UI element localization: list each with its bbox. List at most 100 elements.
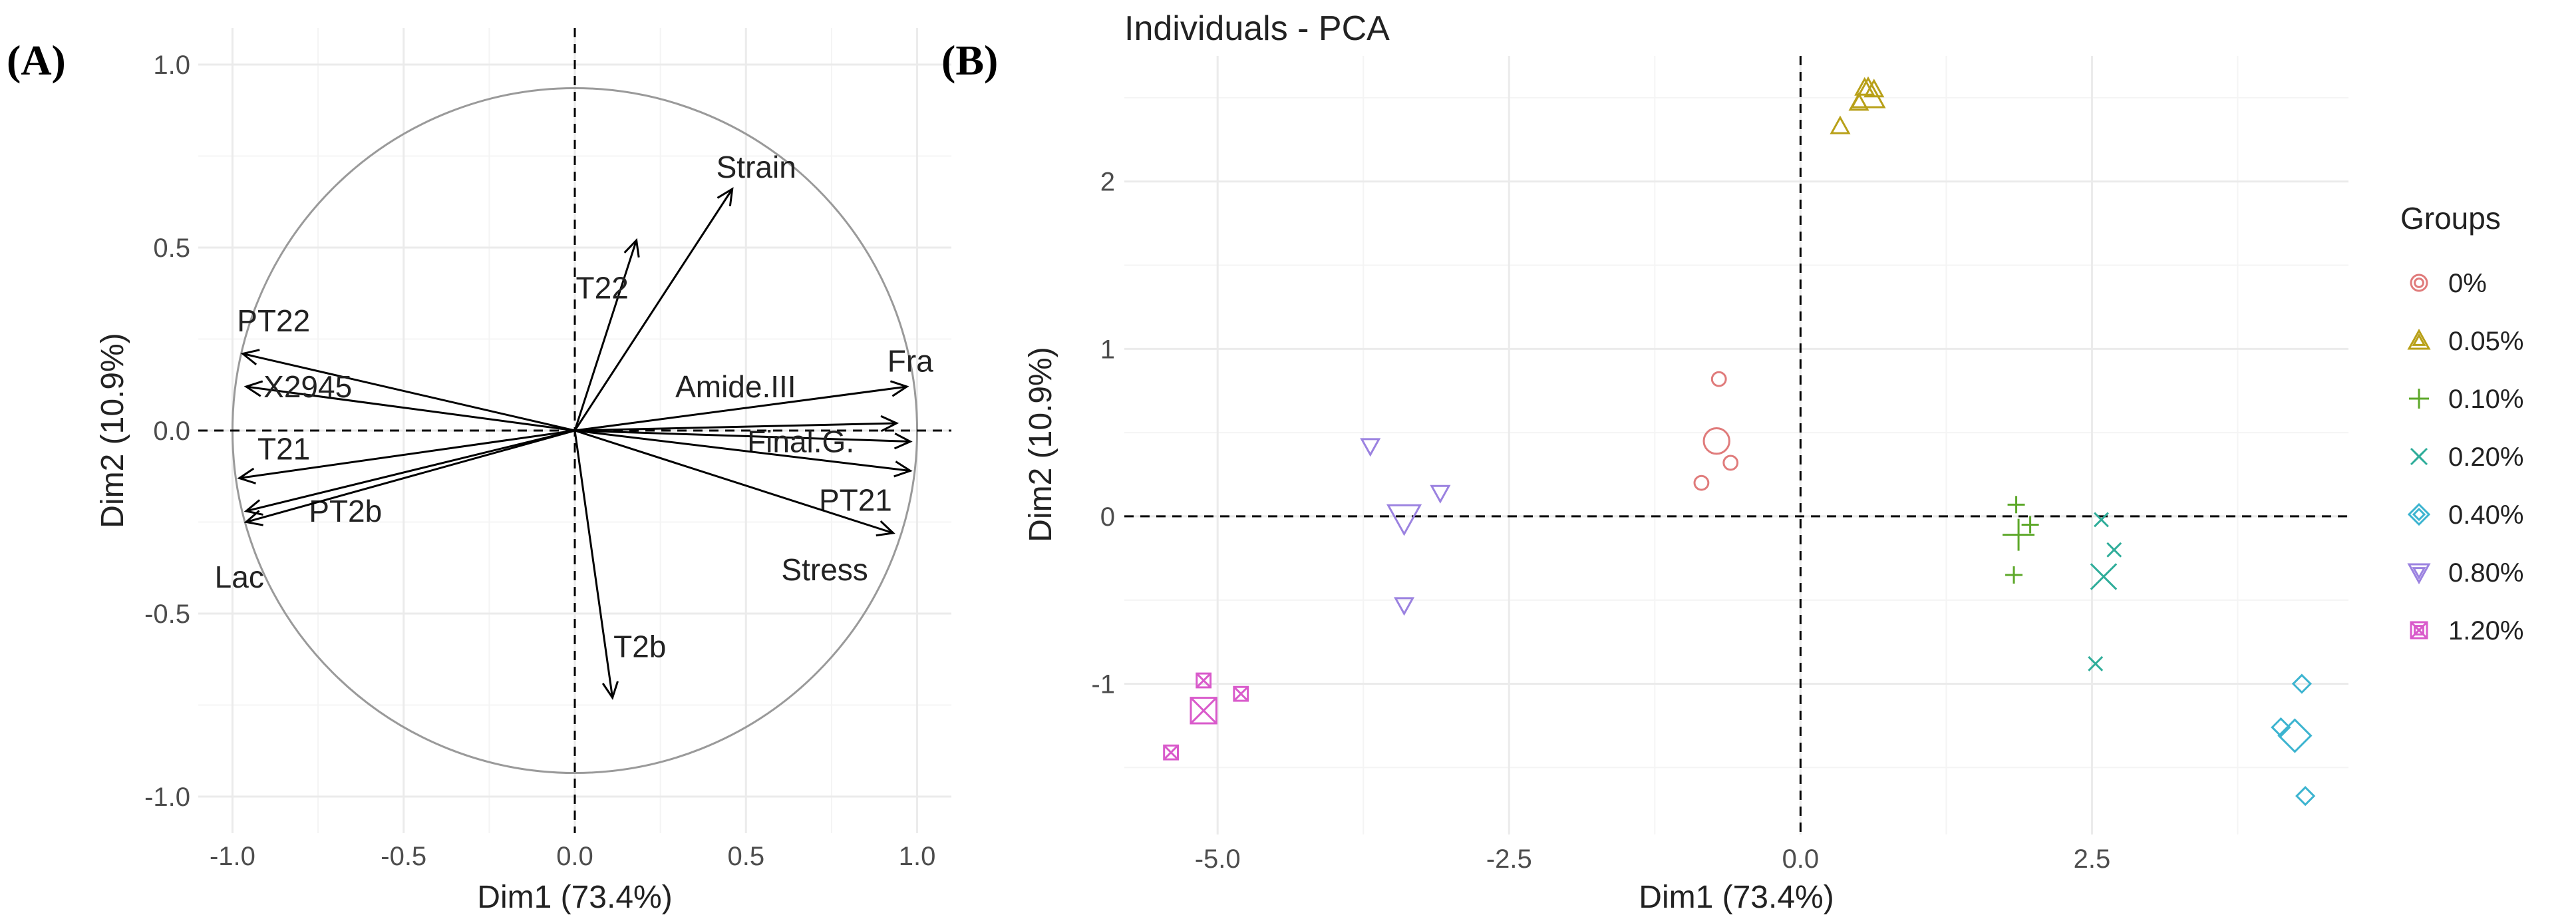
- panel-b-background: [1124, 56, 2348, 834]
- centroid-group-1-20pct: [1190, 697, 1217, 725]
- arrow-t21: [239, 429, 575, 479]
- x-tick-label: -0.5: [381, 842, 426, 871]
- y-tick-label: 0.5: [153, 234, 190, 263]
- legend-item: 1.20%: [2410, 616, 2523, 646]
- arrowhead: [237, 467, 256, 484]
- centroid-group-0-80pct: [1386, 504, 1422, 536]
- arrowhead: [880, 415, 899, 433]
- arrow-pt22: [242, 353, 575, 432]
- panel-a-x-axis-title: Dim1 (73.4%): [477, 880, 672, 915]
- y-tick-label: -1: [1091, 670, 1115, 699]
- variable-label: T2b: [613, 630, 666, 664]
- point-group-0pct: [1722, 455, 1739, 471]
- variable-label: Stress: [781, 552, 868, 587]
- legend-label: 0.10%: [2448, 385, 2523, 414]
- legend-label: 1.20%: [2448, 616, 2523, 646]
- point-group-0-40pct: [2291, 673, 2313, 694]
- point-group-0-40pct: [2295, 786, 2316, 807]
- arrowhead: [243, 510, 263, 526]
- variable-arrows: StrainT22FraAmide.IIIFinal.G.PT21StressT…: [215, 150, 933, 700]
- y-tick-label: 2: [1100, 168, 1115, 197]
- legend-key-inner-icon: [2412, 507, 2426, 522]
- y-tick-label: -0.5: [144, 600, 190, 629]
- legend-item: 0.80%: [2407, 558, 2523, 588]
- y-tick-label: 0.0: [153, 417, 190, 446]
- point-group-0-10pct: [2007, 496, 2025, 514]
- arrow-t22: [573, 240, 638, 431]
- centroid-group-0pct: [1702, 427, 1730, 455]
- variable-label: PT22: [237, 303, 310, 338]
- y-tick-label: 0: [1100, 502, 1115, 532]
- legend-item: 0.10%: [2409, 385, 2523, 414]
- variable-label: X2945: [263, 369, 352, 404]
- y-tick-label: -1.0: [144, 783, 190, 812]
- variable-label: Amide.III: [675, 369, 796, 404]
- groups-legend: Groups 0% 0.05% 0.10% 0.20% 0.40% 0.80% 1.20%: [2400, 201, 2523, 646]
- x-tick-label: -5.0: [1195, 844, 1241, 874]
- legend-key-icon: [2407, 328, 2431, 350]
- legend-key-inner-icon: [2414, 451, 2424, 462]
- variable-label: Lac: [215, 560, 264, 594]
- legend-label: 0.20%: [2448, 443, 2523, 472]
- legend-key-icon: [2410, 274, 2428, 292]
- legend-item: 0.05%: [2407, 327, 2523, 356]
- centroid-group-0-40pct: [2277, 718, 2313, 753]
- centroid-group-0-05pct: [1850, 76, 1886, 108]
- centroid-group-0-20pct: [2090, 563, 2118, 590]
- y-tick-label: 1: [1100, 335, 1115, 364]
- legend-title: Groups: [2400, 201, 2501, 236]
- panel-b-x-axis-title: Dim1 (73.4%): [1639, 880, 1834, 915]
- arrowhead: [717, 187, 734, 206]
- legend-label: 0.05%: [2448, 327, 2523, 356]
- legend-key-inner-icon: [2412, 567, 2426, 580]
- point-group-0-10pct: [2005, 566, 2023, 584]
- legend-item: 0.40%: [2407, 500, 2523, 530]
- arrow-fra: [574, 385, 907, 432]
- arrow-stress: [574, 429, 893, 534]
- arrowhead: [243, 380, 263, 397]
- arrow-pt2b: [245, 429, 575, 512]
- arrow-strain: [573, 188, 733, 431]
- legend-item: 0%: [2410, 269, 2487, 298]
- point-group-1-20pct: [1163, 744, 1179, 761]
- point-group-0-05pct: [1863, 79, 1885, 98]
- x-tick-label: 1.0: [899, 842, 936, 871]
- centroid-group-0-10pct: [2003, 518, 2035, 551]
- legend-label: 0.40%: [2448, 500, 2523, 530]
- point-group-1-20pct: [1196, 672, 1212, 689]
- arrowhead: [240, 349, 260, 365]
- panel-b-label: (B): [941, 37, 998, 84]
- point-group-0-20pct: [2088, 655, 2104, 671]
- arrowhead: [876, 520, 895, 537]
- variable-label: Fra: [887, 344, 933, 379]
- variable-label: PT2b: [309, 494, 382, 528]
- x-tick-label: 0.0: [1782, 844, 1820, 874]
- point-group-0pct: [1693, 474, 1710, 491]
- arrowhead: [601, 681, 619, 700]
- panel-a-tick-labels: -1.0 -0.5 0.0 0.5 1.0 -1.0 -0.5 0.0 0.5 1.0: [144, 51, 935, 871]
- individual-points: [1163, 76, 2316, 807]
- point-group-0-10pct: [2021, 516, 2039, 534]
- legend-key-inner-icon: [2414, 625, 2424, 636]
- point-group-0-80pct: [1430, 484, 1451, 504]
- legend-key-inner-icon: [2412, 333, 2426, 346]
- panel-b-title: Individuals - PCA: [1124, 9, 1390, 48]
- x-tick-label: 0.5: [727, 842, 764, 871]
- arrow-t2b: [573, 430, 614, 698]
- individuals-pca-plot: -5.0 -2.5 0.0 2.5 -1 0 1 2 Dim1 (73.4%) Dim2 (1…: [1023, 56, 2348, 915]
- variables-pca-plot: StrainT22FraAmide.IIIFinal.G.PT21StressT…: [95, 28, 951, 915]
- x-tick-label: 2.5: [2074, 844, 2111, 874]
- x-tick-label: 0.0: [556, 842, 593, 871]
- arrowhead: [893, 461, 913, 478]
- variable-label: T21: [257, 432, 310, 466]
- arrow-final-g-: [574, 429, 911, 443]
- point-group-0-80pct: [1394, 597, 1415, 616]
- arrow-x2945: [245, 385, 575, 432]
- legend-label: 0.80%: [2448, 558, 2523, 588]
- point-group-0-20pct: [2106, 542, 2122, 558]
- variable-label: PT21: [819, 483, 892, 518]
- legend-key-icon: [2407, 563, 2431, 585]
- arrow-pt21: [574, 429, 911, 472]
- panel-b-tick-labels: -5.0 -2.5 0.0 2.5 -1 0 1 2: [1091, 168, 2110, 874]
